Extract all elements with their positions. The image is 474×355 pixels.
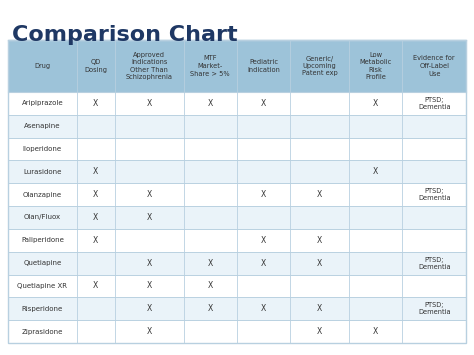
Text: Quetiapine: Quetiapine bbox=[23, 260, 62, 266]
Bar bbox=[8, 183, 466, 206]
Text: Olanzapine: Olanzapine bbox=[23, 192, 62, 198]
Text: X: X bbox=[93, 213, 99, 222]
Text: X: X bbox=[373, 327, 378, 336]
Text: X: X bbox=[261, 304, 266, 313]
Bar bbox=[8, 206, 466, 229]
Bar bbox=[8, 138, 466, 160]
Text: PTSD;
Dementia: PTSD; Dementia bbox=[418, 302, 450, 315]
Text: X: X bbox=[146, 99, 152, 108]
Text: Approved
Indications
Other Than
Schizophrenia: Approved Indications Other Than Schizoph… bbox=[126, 52, 173, 80]
Text: Quetiapine XR: Quetiapine XR bbox=[18, 283, 67, 289]
Text: Paliperidone: Paliperidone bbox=[21, 237, 64, 243]
Text: X: X bbox=[146, 327, 152, 336]
Text: MTF
Market-
Share > 5%: MTF Market- Share > 5% bbox=[191, 55, 230, 76]
Text: X: X bbox=[208, 259, 213, 268]
Text: Risperidone: Risperidone bbox=[22, 306, 63, 312]
Text: X: X bbox=[261, 236, 266, 245]
Text: Pediatric
Indication: Pediatric Indication bbox=[247, 59, 280, 73]
Text: X: X bbox=[373, 99, 378, 108]
Text: Generic/
Upcoming
Patent exp: Generic/ Upcoming Patent exp bbox=[302, 55, 337, 76]
Text: X: X bbox=[373, 167, 378, 176]
Text: Iloperidone: Iloperidone bbox=[23, 146, 62, 152]
Text: PTSD;
Dementia: PTSD; Dementia bbox=[418, 97, 450, 110]
Bar bbox=[8, 40, 466, 92]
Bar bbox=[8, 274, 466, 297]
Text: Drug: Drug bbox=[34, 63, 50, 69]
Text: X: X bbox=[317, 327, 322, 336]
Bar bbox=[8, 40, 466, 343]
Text: Olan/Fluox: Olan/Fluox bbox=[24, 214, 61, 220]
Text: PTSD;
Dementia: PTSD; Dementia bbox=[418, 257, 450, 270]
Text: X: X bbox=[208, 282, 213, 290]
Text: X: X bbox=[93, 282, 99, 290]
Text: X: X bbox=[93, 236, 99, 245]
Bar bbox=[8, 160, 466, 183]
Bar bbox=[8, 320, 466, 343]
Text: X: X bbox=[146, 213, 152, 222]
Text: X: X bbox=[317, 236, 322, 245]
Text: Low
Metabolic
Risk
Profile: Low Metabolic Risk Profile bbox=[360, 52, 392, 80]
Text: Asenapine: Asenapine bbox=[24, 123, 61, 129]
Text: X: X bbox=[261, 259, 266, 268]
Text: X: X bbox=[146, 304, 152, 313]
Text: X: X bbox=[261, 99, 266, 108]
Text: Comparison Chart: Comparison Chart bbox=[12, 25, 237, 45]
Text: X: X bbox=[208, 99, 213, 108]
Text: X: X bbox=[208, 304, 213, 313]
Bar bbox=[8, 252, 466, 274]
Text: PTSD;
Dementia: PTSD; Dementia bbox=[418, 188, 450, 201]
Bar bbox=[8, 229, 466, 252]
Text: X: X bbox=[261, 190, 266, 199]
Text: Lurasidone: Lurasidone bbox=[23, 169, 62, 175]
Text: X: X bbox=[146, 259, 152, 268]
Bar bbox=[8, 92, 466, 115]
Text: X: X bbox=[317, 304, 322, 313]
Text: X: X bbox=[146, 282, 152, 290]
Text: X: X bbox=[93, 167, 99, 176]
Bar bbox=[8, 115, 466, 138]
Text: Ziprasidone: Ziprasidone bbox=[22, 329, 63, 335]
Text: X: X bbox=[317, 259, 322, 268]
Bar bbox=[8, 297, 466, 320]
Text: Evidence for
Off-Label
Use: Evidence for Off-Label Use bbox=[413, 55, 455, 76]
Text: Aripiprazole: Aripiprazole bbox=[21, 100, 63, 106]
Text: X: X bbox=[93, 190, 99, 199]
Text: X: X bbox=[93, 99, 99, 108]
Text: X: X bbox=[317, 190, 322, 199]
Text: QD
Dosing: QD Dosing bbox=[84, 59, 107, 73]
Text: X: X bbox=[146, 190, 152, 199]
